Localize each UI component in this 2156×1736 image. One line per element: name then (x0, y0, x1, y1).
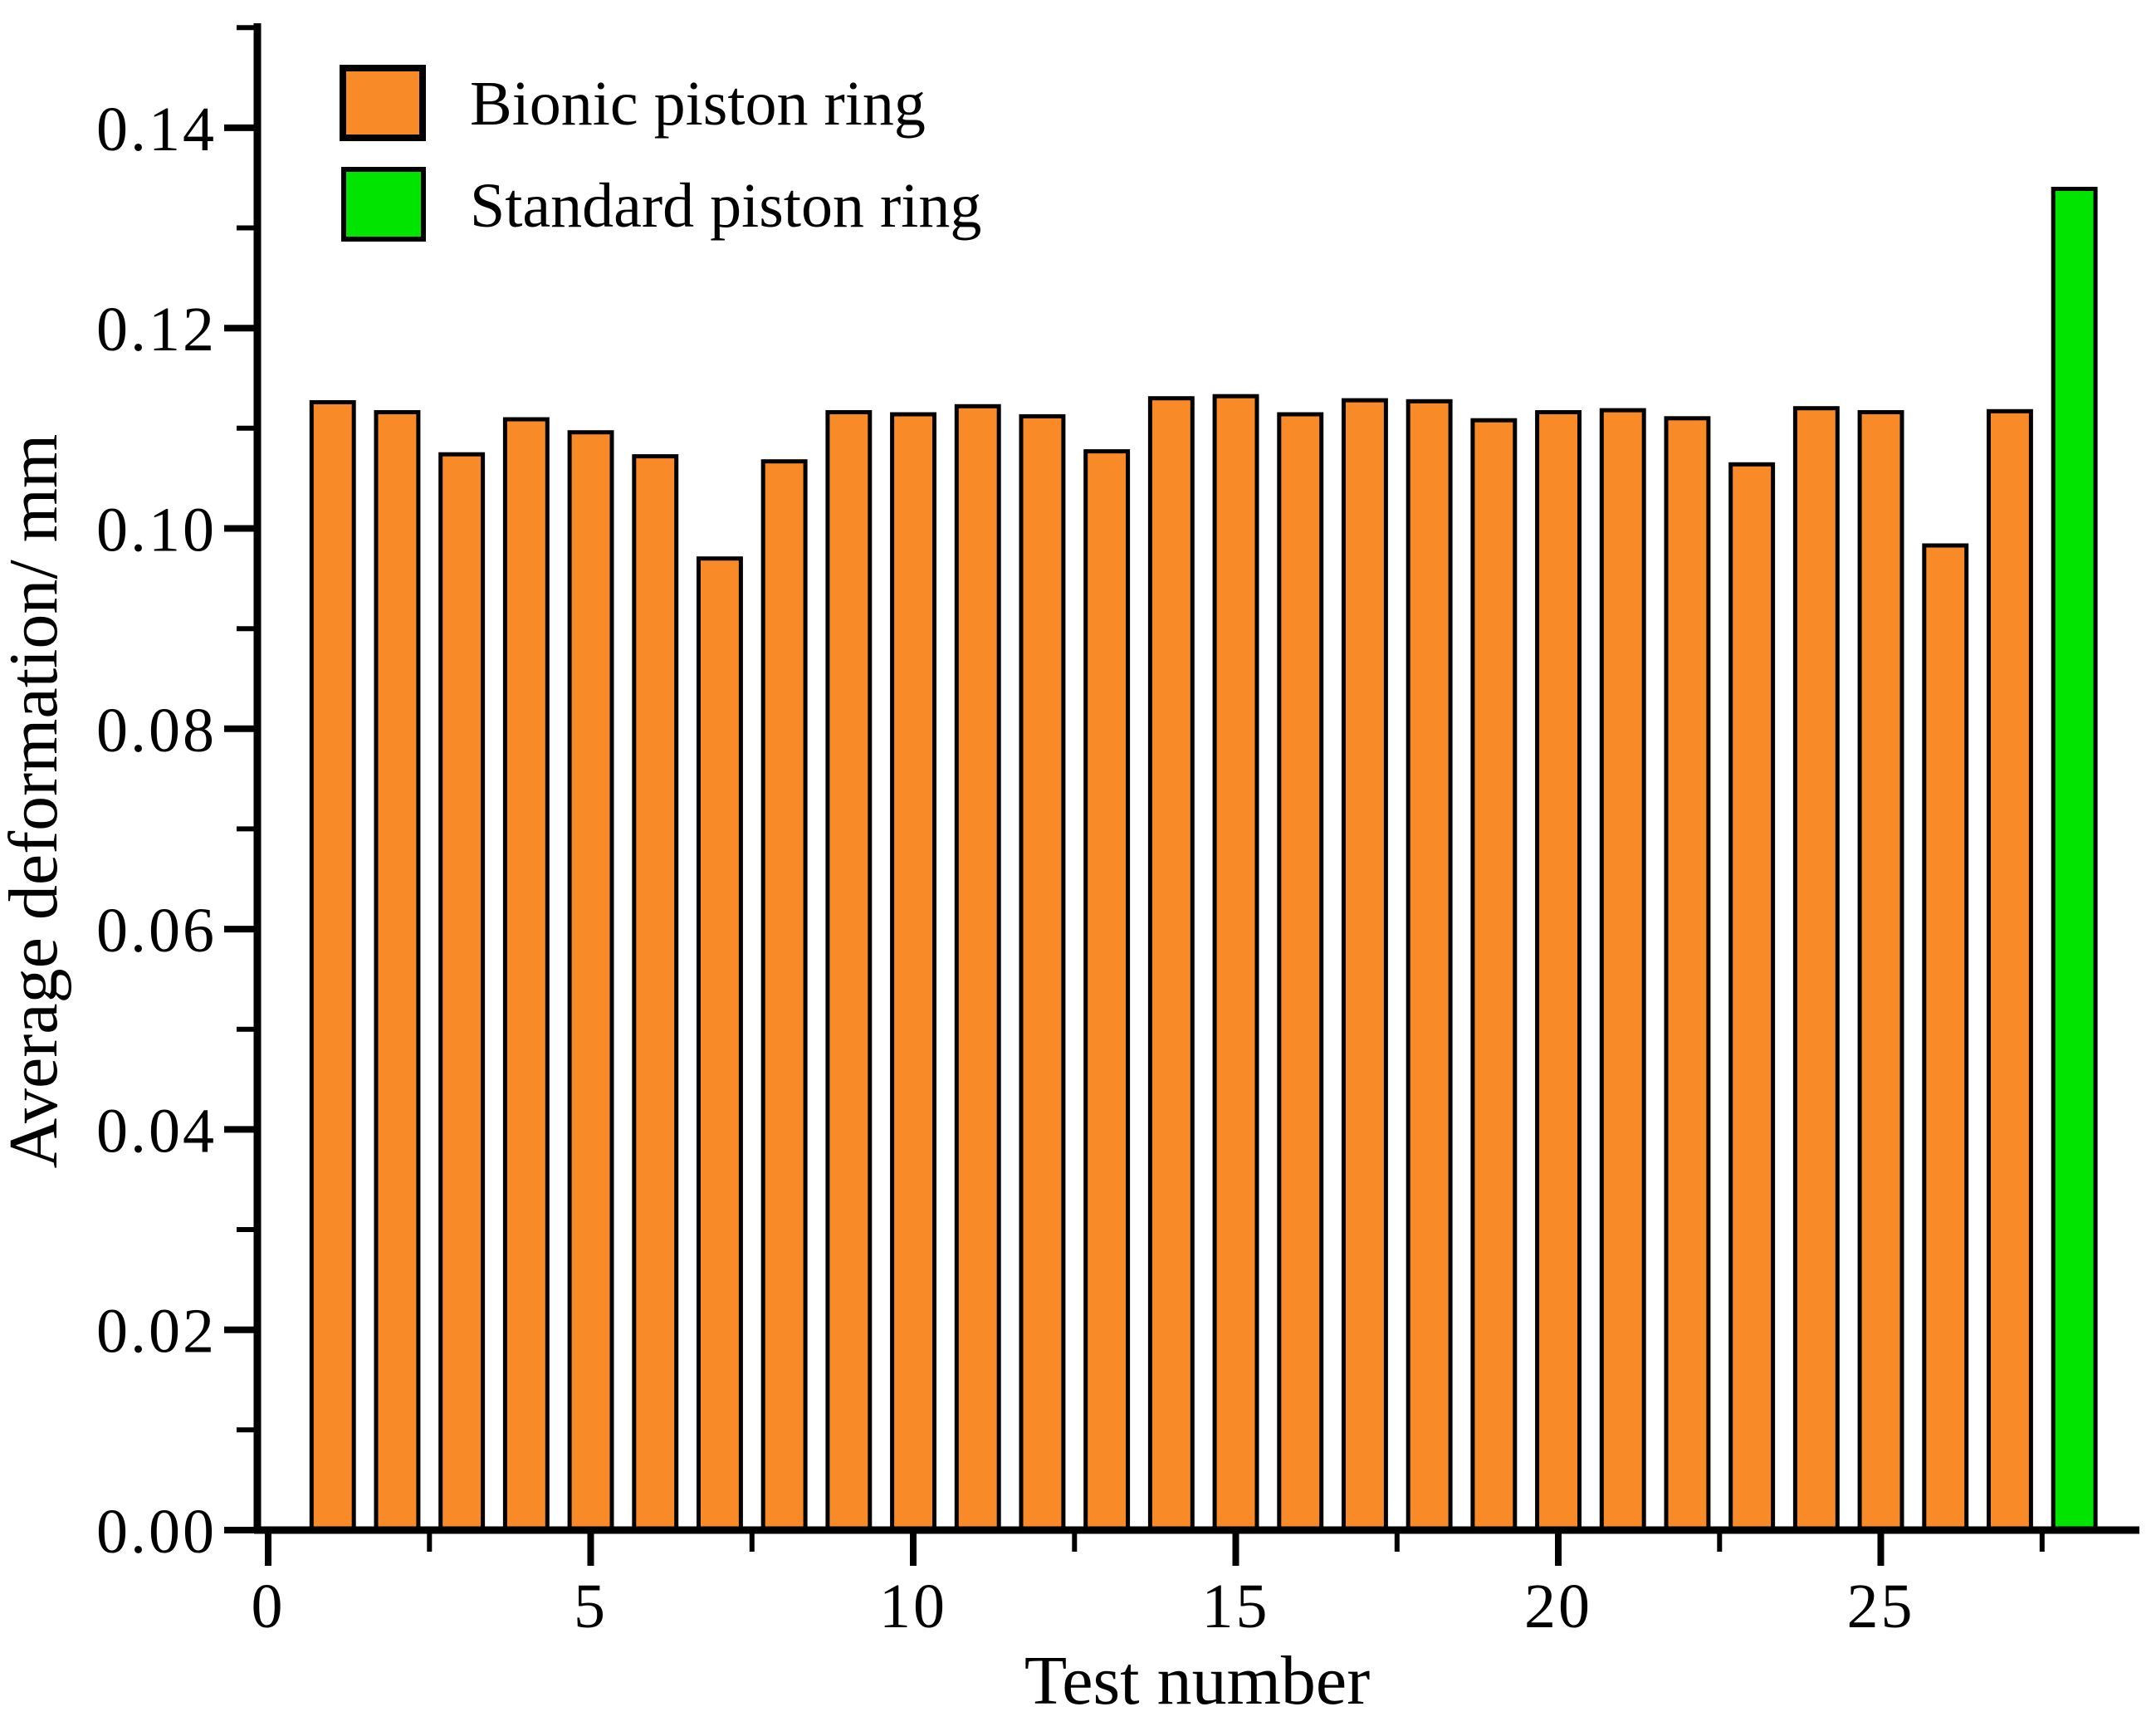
bar-bionic-test-24 (1792, 406, 1840, 1533)
bar-bionic-test-18 (1406, 399, 1453, 1533)
bar-bionic-test-21 (1599, 408, 1646, 1533)
y-tick-label-0.10: 0.10 (96, 496, 217, 565)
x-tick-label-5: 5 (574, 1572, 608, 1641)
legend: Bionic piston ring Standard piston ring (340, 65, 981, 242)
y-tick-label-0.00: 0.00 (96, 1497, 217, 1567)
bar-bionic-test-7 (697, 556, 743, 1533)
x-tick-label-0: 0 (252, 1572, 286, 1641)
bar-bionic-test-20 (1535, 410, 1582, 1533)
ticks-layer: 0.00 0.02 0.04 0.06 0.08 0.10 0.12 0.14 0 5 10 15 20… (96, 25, 2045, 1641)
legend-label-standard: Standard piston ring (470, 171, 981, 241)
y-tick-label-0.04: 0.04 (96, 1096, 217, 1166)
x-axis-title: Test number (1024, 1642, 1370, 1719)
y-tick-label-0.12: 0.12 (96, 295, 217, 364)
bar-bionic-test-19 (1470, 418, 1518, 1533)
bar-bionic-test-6 (632, 454, 679, 1533)
bar-bionic-test-25 (1857, 410, 1904, 1533)
bar-bionic-test-3 (438, 452, 486, 1533)
bar-bionic-test-13 (1083, 449, 1131, 1533)
x-tick-label-10: 10 (879, 1572, 947, 1641)
bar-bionic-test-27 (1987, 408, 2033, 1533)
bar-bionic-test-11 (954, 403, 1001, 1533)
bar-bionic-test-2 (374, 410, 421, 1533)
bar-bionic-test-16 (1277, 412, 1324, 1533)
bar-bionic-test-17 (1342, 398, 1388, 1533)
x-tick-label-20: 20 (1524, 1572, 1592, 1641)
bar-bionic-test-12 (1019, 413, 1066, 1533)
legend-swatch-standard (341, 167, 426, 242)
bar-standard-test-28 (2051, 187, 2098, 1533)
bar-bionic-test-26 (1922, 543, 1969, 1533)
bar-bionic-test-1 (309, 400, 356, 1533)
bars-layer (309, 187, 2098, 1533)
bar-bionic-test-4 (502, 417, 550, 1533)
x-tick-label-15: 15 (1202, 1572, 1270, 1641)
y-tick-label-0.14: 0.14 (96, 95, 217, 164)
legend-label-bionic: Bionic piston ring (470, 69, 926, 139)
axes-layer (253, 23, 2139, 1534)
bar-bionic-test-10 (890, 412, 936, 1533)
bar-bionic-test-9 (825, 410, 873, 1533)
legend-swatch-bionic (340, 65, 426, 141)
bar-bionic-test-22 (1664, 416, 1711, 1533)
bar-bionic-test-15 (1212, 394, 1259, 1533)
y-axis-title: Average deformation/ mm (0, 434, 72, 1169)
bar-bionic-test-23 (1728, 462, 1776, 1533)
y-tick-label-0.02: 0.02 (96, 1297, 217, 1367)
bar-bionic-test-14 (1147, 396, 1195, 1533)
x-tick-label-25: 25 (1847, 1572, 1915, 1641)
bar-bionic-test-8 (760, 459, 808, 1533)
y-tick-label-0.08: 0.08 (96, 696, 217, 765)
bar-bionic-test-5 (567, 430, 614, 1533)
y-tick-label-0.06: 0.06 (96, 896, 217, 966)
